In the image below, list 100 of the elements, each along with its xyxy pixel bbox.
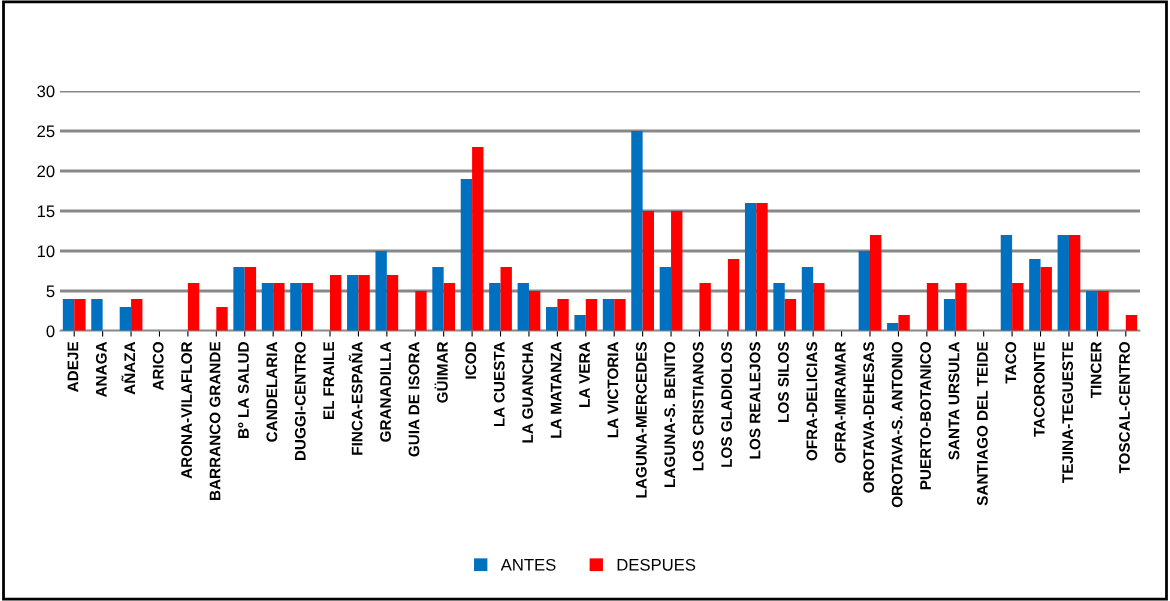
bar: [244, 267, 257, 331]
x-tick-label: OFRA-DELICIAS: [806, 342, 818, 461]
bar: [119, 307, 132, 331]
bar: [233, 267, 245, 331]
bar: [727, 259, 740, 331]
x-tick-label: ARONA-VILAFLOR: [181, 341, 192, 479]
x-tick-label: LAGUNA-S. BENITO: [664, 342, 676, 487]
x-tick-label: LOS CRISTIANOS: [692, 342, 704, 471]
x-tick-label: SANTA URSULA: [948, 341, 960, 460]
x-tick-label: AÑAZA: [121, 341, 135, 395]
bar: [1000, 235, 1013, 331]
x-tick-label: DUGGI-CENTRO: [294, 342, 306, 461]
x-tick-label: TOSCAL-CENTRO: [1119, 342, 1130, 474]
y-tick-label: 0: [46, 325, 55, 338]
bar: [273, 283, 285, 331]
x-tick-label: BARRANCO GRANDE: [209, 342, 221, 500]
x-tick-label: OROTAVA-DEHESAS: [863, 342, 875, 493]
bar: [330, 275, 342, 331]
bar: [347, 275, 359, 331]
bar: [187, 283, 200, 331]
bar: [870, 235, 882, 331]
bar: [500, 267, 512, 331]
y-tick-label: 30: [37, 85, 55, 98]
y-tick-label: 5: [46, 285, 55, 298]
bar: [1029, 259, 1041, 331]
bar: [614, 299, 626, 331]
bar: [290, 283, 302, 331]
bar: [460, 179, 473, 331]
bar: [813, 283, 825, 331]
x-tick-label: EL FRAILE: [323, 342, 334, 420]
bar: [955, 283, 967, 331]
x-tick-label: OROTAVA-S. ANTONIO: [891, 342, 903, 508]
x-tick-label: TACO: [1005, 342, 1017, 384]
x-tick-label: OFRA-MIRAMAR: [834, 341, 846, 463]
bar: [557, 299, 569, 331]
bar: [926, 283, 939, 331]
bar: [898, 315, 910, 331]
bar: [415, 291, 427, 331]
bar: [659, 267, 672, 331]
bar: [801, 267, 814, 331]
bar: [386, 275, 399, 331]
bar: [699, 283, 711, 331]
legend-label: ANTES: [500, 558, 556, 571]
x-tick-label: TACORONTE: [1033, 342, 1045, 437]
x-tick-label: LA VERA: [579, 341, 590, 407]
bar: [517, 283, 529, 331]
x-tick-label: GÜIMAR: [434, 341, 448, 403]
bar: [858, 251, 870, 331]
x-tick-label: LA GUANCHA: [522, 341, 534, 443]
x-tick-label: GUIA DE ISORA: [408, 341, 420, 457]
bar: [1086, 291, 1098, 331]
y-tick-label: 10: [37, 245, 55, 258]
bar: [261, 283, 274, 331]
bar: [301, 283, 313, 331]
bar: [472, 147, 484, 331]
bar: [91, 299, 103, 331]
bar: [1125, 315, 1138, 331]
bar: [528, 291, 541, 331]
bar: [1040, 267, 1052, 331]
bar: [1068, 235, 1081, 331]
y-tick-label: 25: [37, 125, 55, 138]
x-tick-label: LAGUNA-MERCEDES: [635, 342, 647, 498]
bar: [744, 203, 757, 331]
bar: [358, 275, 370, 331]
x-tick-label: LOS REALEJOS: [749, 342, 761, 459]
bar: [375, 251, 387, 331]
bar: [62, 299, 75, 331]
bar: [773, 283, 785, 331]
bar: [216, 307, 228, 331]
y-tick-label: 15: [37, 205, 55, 218]
legend-label: DESPUES: [617, 558, 696, 571]
x-tick-label: ARICO: [152, 342, 164, 391]
bar: [546, 307, 558, 331]
bar: [602, 299, 615, 331]
x-tick-label: LA CUESTA: [493, 341, 505, 427]
bar: [1097, 291, 1109, 331]
bar: [432, 267, 444, 331]
bar: [642, 211, 654, 331]
x-tick-label: ANAGA: [95, 341, 107, 398]
x-tick-label: Bº LA SALUD: [238, 342, 249, 438]
bar: [943, 299, 956, 331]
x-tick-label: FINCA-ESPAÑA: [348, 341, 363, 455]
y-tick-label: 20: [37, 165, 55, 178]
bar: [74, 299, 86, 331]
x-tick-label: TEJINA-TEGUESTE: [1062, 342, 1074, 483]
bar: [1057, 235, 1069, 331]
x-tick-label: ADEJE: [67, 342, 79, 392]
bar: [443, 283, 456, 331]
x-tick-label: LA MATANZA: [550, 341, 562, 438]
bar: [631, 131, 643, 331]
x-tick-label: ICOD: [465, 342, 477, 379]
x-tick-label: LA VICTORIA: [607, 341, 619, 438]
bar: [131, 299, 143, 331]
bar: [574, 315, 586, 331]
x-tick-label: LOS SILOS: [778, 342, 789, 422]
x-tick-label: GRANADILLA: [380, 341, 391, 442]
x-tick-label: LOS GLADIOLOS: [721, 342, 732, 467]
bar: [756, 203, 768, 331]
bar: [1012, 283, 1024, 331]
x-tick-label: TINCER: [1090, 341, 1102, 399]
